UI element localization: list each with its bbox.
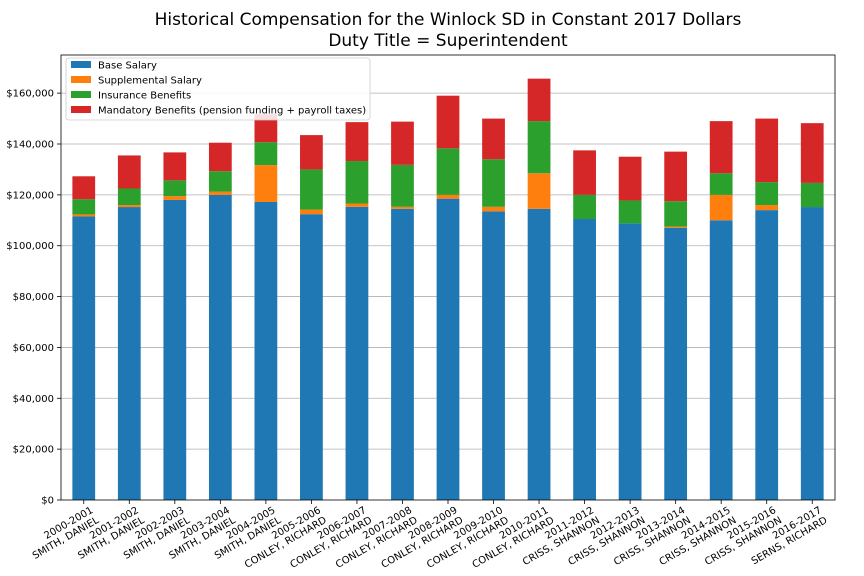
bar-segment — [527, 173, 551, 209]
bar-segment — [527, 78, 551, 122]
bar-segment — [709, 121, 733, 174]
bar-segment — [755, 118, 779, 183]
bar-segment — [800, 123, 824, 183]
bar-segment — [709, 220, 733, 501]
bar-segment — [163, 152, 187, 181]
legend-label: Supplemental Salary — [98, 76, 202, 87]
bar-segment — [345, 203, 369, 207]
bar-segment — [254, 114, 278, 143]
bar-segment — [436, 198, 460, 500]
bar-segment — [208, 171, 232, 192]
bar-segment — [254, 165, 278, 202]
bar-segment — [755, 182, 779, 206]
legend-label: Insurance Benefits — [98, 91, 191, 102]
y-tick-label: $120,000 — [6, 190, 54, 201]
bars — [72, 78, 824, 501]
bar-segment — [208, 194, 232, 500]
bar-segment — [208, 191, 232, 195]
bar-segment — [755, 210, 779, 500]
y-tick-label: $60,000 — [13, 343, 54, 354]
bar-segment — [573, 219, 596, 500]
bar-segment — [618, 156, 642, 201]
bar-segment — [72, 214, 96, 217]
bar-segment — [436, 148, 460, 195]
bar-segment — [527, 121, 551, 174]
bar-segment — [800, 207, 824, 500]
chart-title-line-1: Historical Compensation for the Winlock … — [155, 10, 742, 30]
bar-segment — [117, 207, 141, 500]
legend-box — [65, 57, 371, 121]
bar-segment — [482, 211, 505, 500]
bar-segment — [300, 169, 323, 210]
y-tick-label: $0 — [41, 496, 54, 507]
bar-segment — [300, 135, 323, 170]
bar-segment — [482, 159, 505, 207]
bar-segment — [482, 206, 505, 212]
bar-segment — [117, 155, 141, 189]
legend-swatch — [71, 76, 91, 83]
bar-segment — [163, 196, 187, 200]
bar-segment — [573, 150, 596, 195]
bar-segment — [664, 201, 688, 227]
bar-segment — [573, 194, 596, 220]
bar-segment — [664, 151, 688, 202]
bar-segment — [709, 194, 733, 221]
y-axis: $0 $20,000 $40,000 $60,000 $80,000 $100,000 $1… — [6, 89, 61, 507]
bar-segment — [117, 205, 141, 208]
legend: Base Salary Supplemental Salary Insurance … — [65, 57, 371, 121]
bar-segment — [345, 122, 369, 162]
bar-segment — [72, 199, 96, 215]
bar-segment — [345, 161, 369, 204]
bar-segment — [117, 188, 141, 206]
bar-segment — [254, 142, 278, 166]
bar-segment — [482, 118, 505, 160]
y-tick-label: $100,000 — [6, 241, 54, 252]
bar-segment — [618, 223, 642, 500]
bar-segment — [664, 226, 688, 228]
bar-segment — [391, 121, 414, 165]
bar-segment — [527, 208, 551, 501]
legend-label: Base Salary — [98, 61, 157, 72]
bar-segment — [300, 214, 323, 500]
bar-segment — [163, 180, 187, 197]
bar-segment — [300, 209, 323, 215]
bar-segment — [664, 227, 688, 500]
y-tick-label: $140,000 — [6, 140, 54, 151]
y-tick-label: $20,000 — [13, 445, 54, 456]
bar-segment — [436, 194, 460, 199]
y-tick-label: $80,000 — [13, 292, 54, 303]
bar-segment — [709, 173, 733, 195]
bar-segment — [163, 199, 187, 500]
bar-segment — [72, 176, 96, 200]
y-tick-label: $160,000 — [6, 89, 54, 100]
bar-segment — [755, 205, 779, 211]
legend-swatch — [71, 106, 91, 113]
y-tick-label: $40,000 — [13, 394, 54, 405]
legend-swatch — [71, 91, 91, 98]
bar-segment — [618, 200, 642, 224]
bar-segment — [391, 164, 414, 207]
bar-segment — [391, 208, 414, 501]
chart-title-line-2: Duty Title = Superintendent — [328, 31, 568, 51]
bar-segment — [800, 182, 824, 208]
bar-segment — [208, 142, 232, 172]
bar-segment — [391, 206, 414, 209]
bar-segment — [72, 216, 96, 500]
bar-segment — [345, 206, 369, 500]
legend-label: Mandatory Benefits (pension funding + pa… — [98, 106, 366, 117]
bar-segment — [436, 95, 460, 149]
legend-swatch — [71, 61, 91, 68]
bar-segment — [254, 201, 278, 500]
